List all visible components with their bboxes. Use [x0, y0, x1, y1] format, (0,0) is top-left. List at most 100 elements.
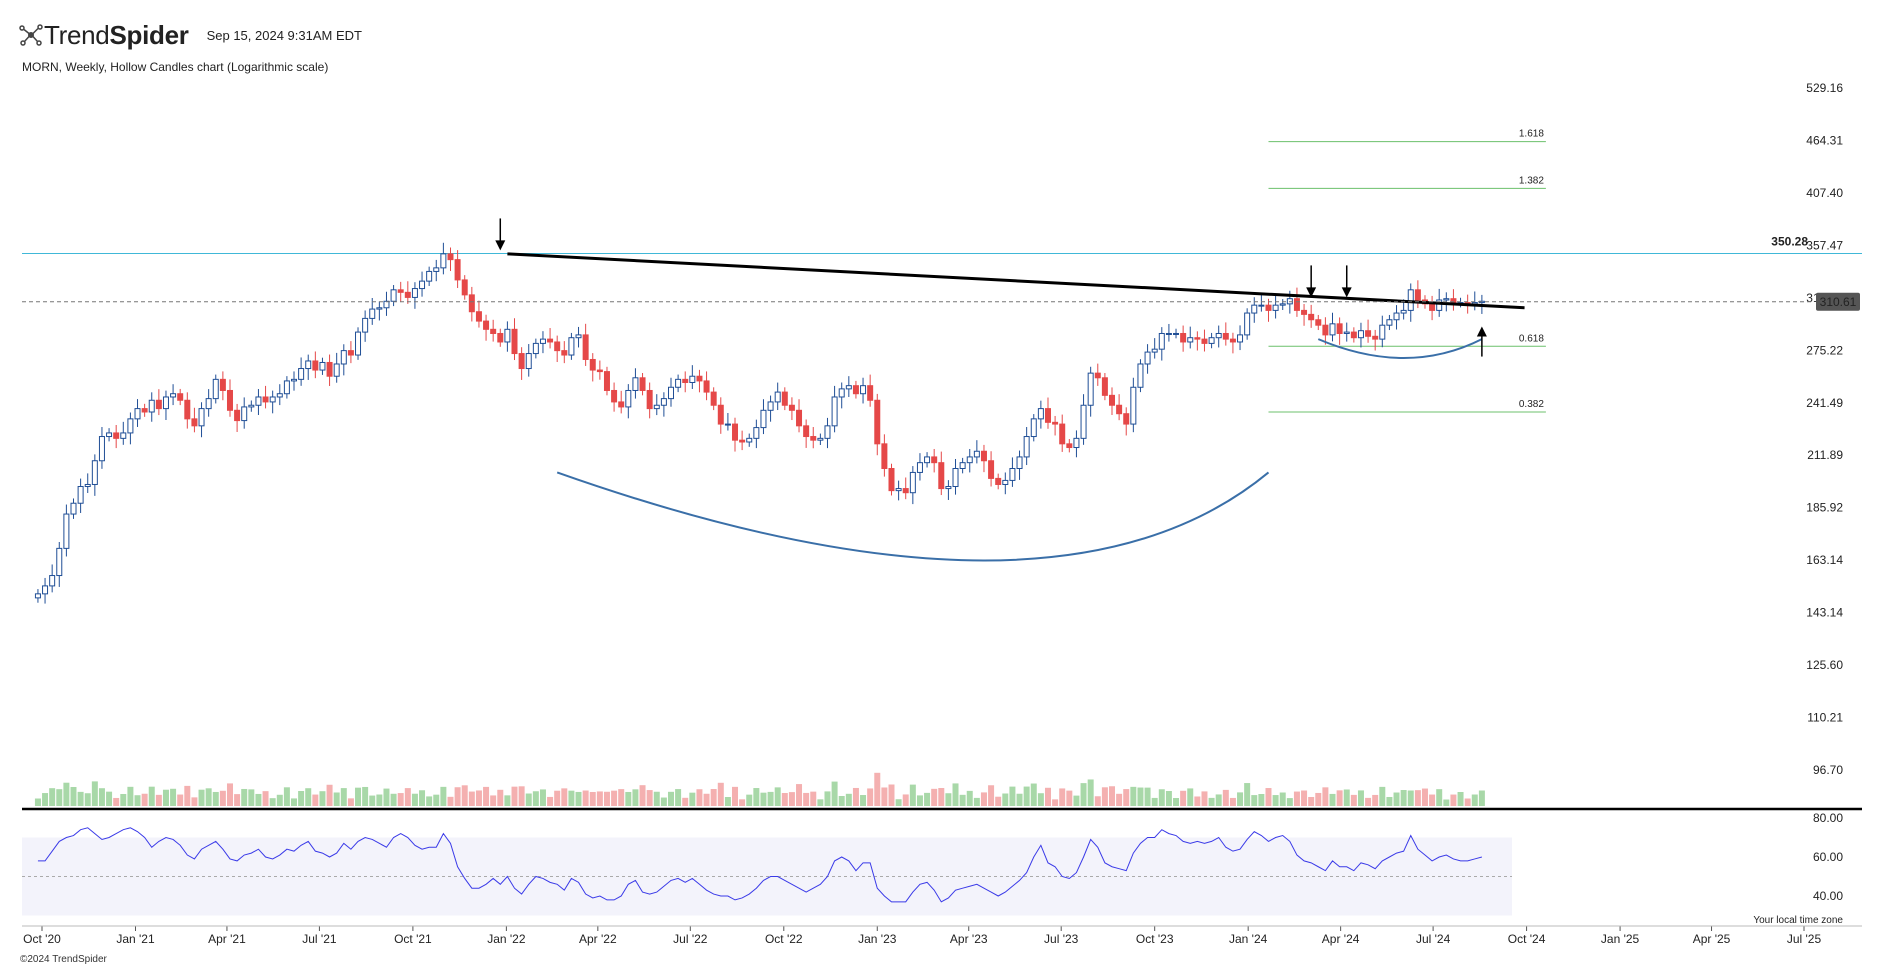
volume-bar: [1322, 787, 1329, 806]
header: TrendSpider Sep 15, 2024 9:31AM EDT: [18, 20, 362, 50]
candle-body: [973, 450, 980, 458]
volume-bar: [1094, 796, 1101, 806]
candle-body: [475, 311, 482, 322]
candle-body: [767, 401, 774, 411]
volume-bar: [504, 795, 511, 806]
volume-bar: [177, 794, 184, 806]
volume-bar: [1429, 794, 1436, 806]
candle-body: [1407, 289, 1414, 311]
candle-body: [49, 575, 56, 587]
candle-body: [902, 488, 909, 494]
rsi-line: [37, 827, 1483, 903]
volume-bar: [682, 797, 689, 806]
volume-bar: [1201, 791, 1208, 806]
candle-body: [148, 399, 155, 413]
candle-body: [91, 460, 98, 485]
candle-body: [212, 378, 219, 400]
volume-bar: [539, 789, 546, 806]
volume-bar: [568, 790, 575, 806]
volume-bar: [803, 792, 810, 806]
volume-bar: [454, 787, 461, 806]
candle-body: [539, 338, 546, 344]
volume-bar: [106, 791, 113, 806]
last-price-label: 310.61: [1820, 295, 1857, 309]
x-axis-label: Jan '24: [1229, 932, 1268, 946]
candle-body: [724, 423, 731, 426]
candle-body: [120, 432, 127, 439]
candle-body: [732, 423, 739, 441]
volume-bar: [547, 796, 554, 806]
volume-bar: [127, 786, 134, 806]
candle-body: [141, 408, 148, 413]
x-axis-label: Apr '23: [950, 932, 988, 946]
volume-bar: [1336, 790, 1343, 806]
volume-bar: [191, 797, 198, 806]
volume-bar: [696, 789, 703, 806]
volume-bar: [390, 793, 397, 806]
volume-bar: [852, 787, 859, 806]
volume-bar: [625, 791, 632, 806]
volume-bar: [198, 789, 205, 806]
candle-body: [959, 462, 966, 470]
volume-bar: [732, 786, 739, 806]
volume-bar: [1251, 795, 1258, 806]
volume-bar: [468, 791, 475, 806]
x-axis-label: Jan '21: [116, 932, 155, 946]
volume-bar: [1023, 786, 1030, 806]
candle-body: [1350, 331, 1357, 339]
volume-bar: [717, 782, 724, 806]
candle-body: [682, 378, 689, 384]
volume-bar: [838, 796, 845, 806]
volume-bar: [1343, 789, 1350, 806]
candle-body: [340, 350, 347, 365]
candle-body: [1244, 312, 1251, 336]
volume-bar: [980, 792, 987, 806]
volume-bar: [824, 791, 831, 806]
volume-bar: [881, 787, 888, 806]
candle-body: [1322, 324, 1329, 336]
volume-bar: [1301, 790, 1308, 806]
volume-bar: [1293, 791, 1300, 806]
volume-bar: [1030, 783, 1037, 806]
volume-bar: [404, 788, 411, 806]
fib-level-label: 1.382: [1519, 175, 1544, 186]
volume-bar: [703, 793, 710, 806]
volume-bar: [141, 793, 148, 806]
volume-bar: [120, 793, 127, 806]
candle-body: [369, 308, 376, 319]
candle-body: [1201, 338, 1208, 344]
candle-body: [1443, 298, 1450, 301]
candle-body: [205, 398, 212, 410]
price-axis-label: 407.40: [1806, 186, 1843, 200]
last-price-badge: [1816, 292, 1860, 311]
candle-body: [234, 409, 241, 422]
volume-bar: [1357, 790, 1364, 806]
volume-bar: [1208, 797, 1215, 806]
candle-body: [276, 393, 283, 398]
volume-bar: [532, 791, 539, 806]
volume-bar: [1194, 796, 1201, 806]
volume-bar: [938, 788, 945, 806]
volume-bar: [1052, 799, 1059, 806]
volume-bar: [874, 772, 881, 806]
volume-bar: [1414, 790, 1421, 806]
trendspider-logo-icon: [19, 24, 43, 46]
volume-bar: [56, 789, 63, 806]
volume-bar: [312, 794, 319, 806]
candle-body: [162, 396, 169, 410]
candle-body: [1301, 309, 1308, 315]
candle-body: [404, 291, 411, 298]
arrow-down-icon: [495, 240, 506, 251]
candle-body: [988, 460, 995, 479]
candle-body: [625, 389, 632, 408]
candle-body: [860, 385, 867, 395]
candle-body: [1123, 413, 1130, 425]
brand-light: Trend: [44, 19, 110, 50]
candle-body: [1137, 363, 1144, 388]
candle-body: [717, 404, 724, 425]
candle-body: [653, 404, 660, 410]
candle-body: [774, 391, 781, 403]
volume-bar: [1059, 788, 1066, 806]
candle-body: [1208, 337, 1215, 344]
